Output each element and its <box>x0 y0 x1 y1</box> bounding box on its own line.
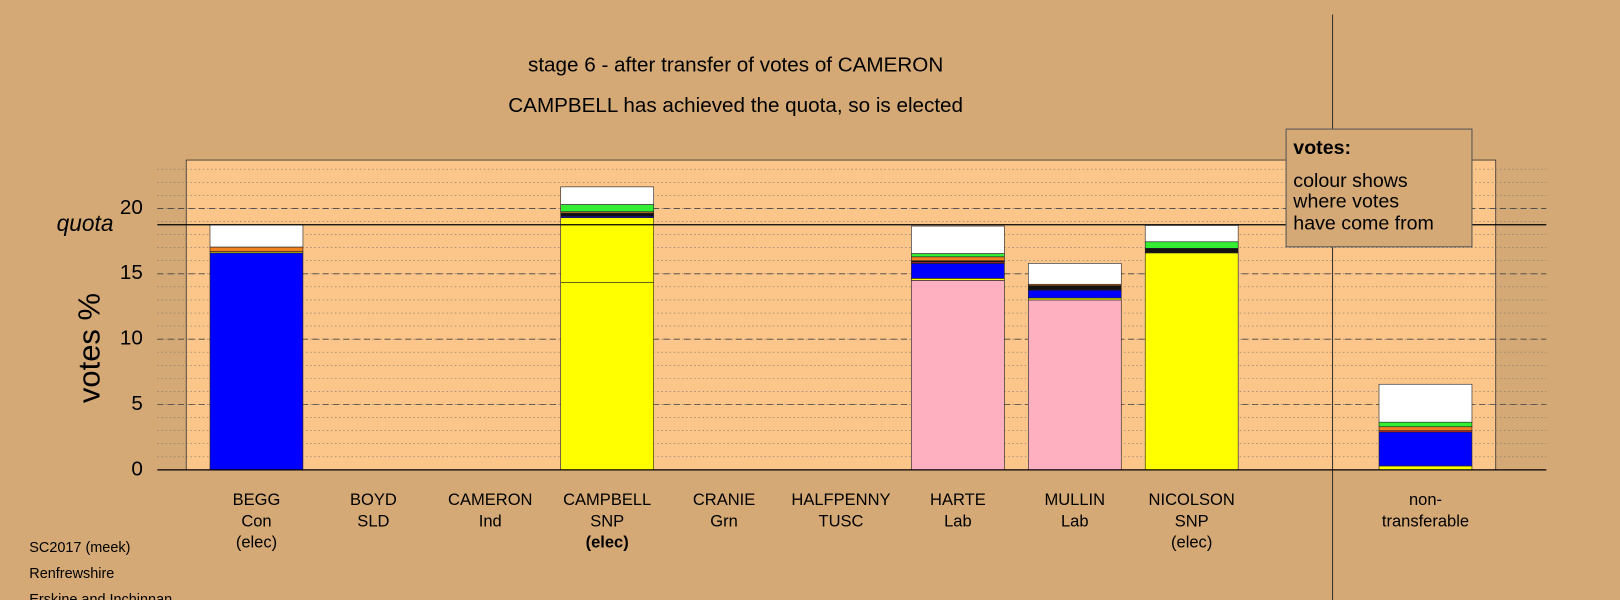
bar-segment <box>911 256 1005 262</box>
x-tick-label: SLD <box>357 511 389 530</box>
x-tick-label: Lab <box>944 511 972 530</box>
footer-text: SC2017 (meek) <box>29 540 130 556</box>
legend-text: colour shows <box>1293 170 1408 192</box>
quota-label: quota <box>57 210 114 236</box>
bar-segment <box>560 204 654 213</box>
bar-segment <box>911 263 1005 279</box>
bar-segment <box>560 212 654 217</box>
bar-segment <box>911 253 1005 258</box>
x-tick-label: transferable <box>1382 511 1469 530</box>
x-tick-label: HARTE <box>930 490 986 509</box>
bar-segment <box>209 224 304 248</box>
x-tick-label: (elec) <box>236 533 277 552</box>
x-tick-label: Grn <box>710 511 738 530</box>
x-tick-label: non- <box>1409 490 1442 509</box>
x-tick-label: BEGG <box>233 490 281 509</box>
bar-segment <box>209 252 304 471</box>
bar-segment <box>1378 383 1473 423</box>
x-tick-label: Con <box>241 511 271 530</box>
bar-segment <box>911 280 1005 471</box>
x-tick-label: MULLIN <box>1044 490 1105 509</box>
y-tick-label: 15 <box>120 261 143 284</box>
bar-segment <box>1144 247 1239 254</box>
x-tick-label: BOYD <box>350 490 397 509</box>
x-tick-label: Lab <box>1061 511 1089 530</box>
bar-segment <box>1144 225 1239 243</box>
x-tick-label: TUSC <box>818 511 863 530</box>
legend-text: where votes <box>1292 191 1399 213</box>
bar-segment <box>209 246 304 252</box>
x-tick-label: CAMERON <box>448 490 532 509</box>
x-tick-label: SNP <box>590 511 624 530</box>
x-tick-label: (elec) <box>586 533 629 552</box>
bar-segment <box>560 186 654 205</box>
bar-segment <box>1378 431 1473 467</box>
chart-title: stage 6 - after transfer of votes of CAM… <box>528 54 943 77</box>
bar-segment <box>1028 263 1122 285</box>
x-tick-label: NICOLSON <box>1149 490 1235 509</box>
legend-box <box>1285 128 1473 248</box>
bar-segment <box>1028 299 1122 471</box>
y-tick-label: 20 <box>120 196 143 219</box>
y-tick-label: 5 <box>131 392 142 415</box>
y-tick-label: 0 <box>131 457 142 480</box>
bar-segment <box>560 217 654 283</box>
bar-segment <box>1028 285 1122 291</box>
bar-segment <box>1144 241 1239 249</box>
footer-text: Erskine and Inchinnan <box>29 592 172 600</box>
bar-segment <box>1378 426 1473 431</box>
plot-area <box>185 159 1497 471</box>
bar-segment <box>1144 252 1239 471</box>
bar-segment <box>1378 421 1473 428</box>
x-tick-label: CRANIE <box>693 490 755 509</box>
y-tick-label: 10 <box>120 327 143 350</box>
bar-segment <box>911 225 1005 254</box>
x-tick-label: HALFPENNY <box>791 490 890 509</box>
bar-segment <box>1028 289 1122 299</box>
x-tick-label: SNP <box>1175 511 1209 530</box>
bar-segment <box>560 281 654 471</box>
chart-subtitle: CAMPBELL has achieved the quota, so is e… <box>508 94 963 117</box>
y-axis-label: votes % <box>71 293 106 403</box>
legend-title: votes: <box>1293 137 1351 159</box>
footer-text: Renfrewshire <box>29 566 114 582</box>
legend-text: have come from <box>1293 212 1434 234</box>
x-tick-label: (elec) <box>1171 533 1212 552</box>
x-tick-label: Ind <box>479 511 502 530</box>
x-tick-label: CAMPBELL <box>563 490 651 509</box>
